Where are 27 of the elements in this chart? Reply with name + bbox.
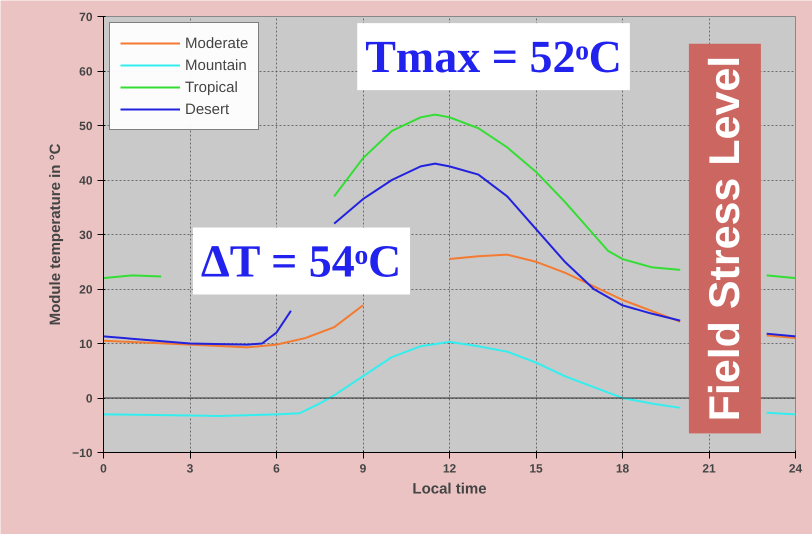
x-tick-label: 24 (788, 462, 802, 476)
x-tick-label: 6 (273, 462, 280, 476)
x-tick-label: 12 (442, 462, 456, 476)
legend-label: Desert (185, 100, 230, 118)
x-tick-label: 15 (529, 462, 543, 476)
x-tick-label: 3 (186, 462, 194, 476)
x-axis-title: Local time (412, 480, 487, 498)
y-tick-label: 0 (86, 392, 93, 406)
legend-label: Moderate (185, 34, 248, 52)
y-tick-label: 60 (79, 64, 93, 78)
annotation: ΔT = 54ᵒC (200, 235, 402, 286)
annotation: Field Stress Level (700, 56, 749, 422)
x-tick-label: 18 (616, 462, 630, 476)
x-tick-label: 0 (100, 462, 108, 476)
y-tick-label: 40 (79, 174, 93, 188)
annotation: Tmax = 52ᵒC (365, 31, 622, 82)
legend-label: Mountain (185, 56, 247, 74)
y-tick-label: −10 (72, 446, 93, 460)
y-tick-label: 30 (79, 228, 93, 242)
x-tick-label: 9 (360, 462, 367, 476)
x-tick-label: 21 (702, 462, 716, 476)
y-tick-label: 50 (79, 119, 93, 133)
y-tick-label: 20 (79, 282, 93, 296)
y-tick-label: 70 (79, 10, 93, 24)
y-axis-title: Module temperature in °C (47, 143, 64, 326)
legend-label: Tropical (185, 78, 238, 96)
y-tick-label: 10 (79, 337, 93, 351)
